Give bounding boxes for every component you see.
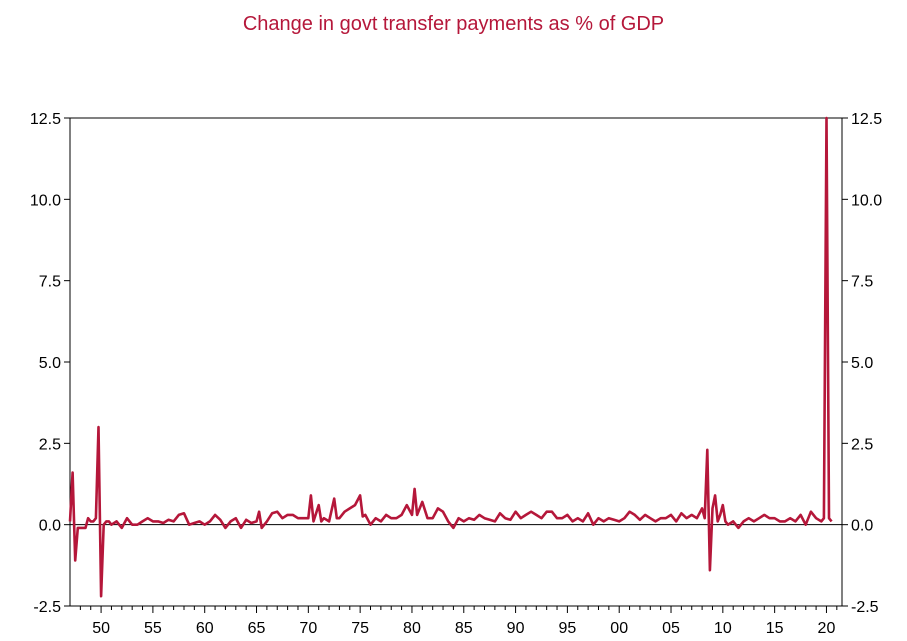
chart-title: Change in govt transfer payments as % of… (242, 13, 665, 35)
y-tick-label-left: -2.5 (33, 599, 61, 616)
y-tick-label-left: 12.5 (30, 111, 61, 128)
x-tick-label: 50 (92, 620, 110, 637)
x-tick-label: 85 (455, 620, 473, 637)
y-tick-label-left: 2.5 (39, 436, 61, 453)
x-tick-label: 75 (351, 620, 369, 637)
x-tick-label: 20 (818, 620, 836, 637)
x-tick-label: 90 (507, 620, 525, 637)
x-tick-label: 95 (558, 620, 576, 637)
x-tick-label: 00 (610, 620, 628, 637)
x-tick-label: 55 (144, 620, 162, 637)
y-tick-label-right: 12.5 (851, 111, 882, 128)
y-tick-label-left: 10.0 (30, 192, 61, 209)
y-tick-label-right: 2.5 (851, 436, 873, 453)
y-tick-label-right: 10.0 (851, 192, 882, 209)
x-tick-label: 05 (662, 620, 680, 637)
x-tick-label: 10 (714, 620, 732, 637)
y-tick-label-left: 7.5 (39, 274, 61, 291)
y-tick-label-right: 5.0 (851, 355, 873, 372)
x-tick-label: 70 (299, 620, 317, 637)
x-tick-label: 60 (196, 620, 214, 637)
y-tick-label-left: 5.0 (39, 355, 61, 372)
plot-frame (69, 117, 843, 607)
y-tick-label-right: -2.5 (851, 599, 879, 616)
x-tick-label: 15 (766, 620, 784, 637)
x-tick-label: 80 (403, 620, 421, 637)
x-tick-label: 65 (248, 620, 266, 637)
y-tick-label-left: 0.0 (39, 518, 61, 535)
series-line (68, 116, 833, 598)
y-tick-label-right: 7.5 (851, 274, 873, 291)
y-tick-label-right: 0.0 (851, 518, 873, 535)
